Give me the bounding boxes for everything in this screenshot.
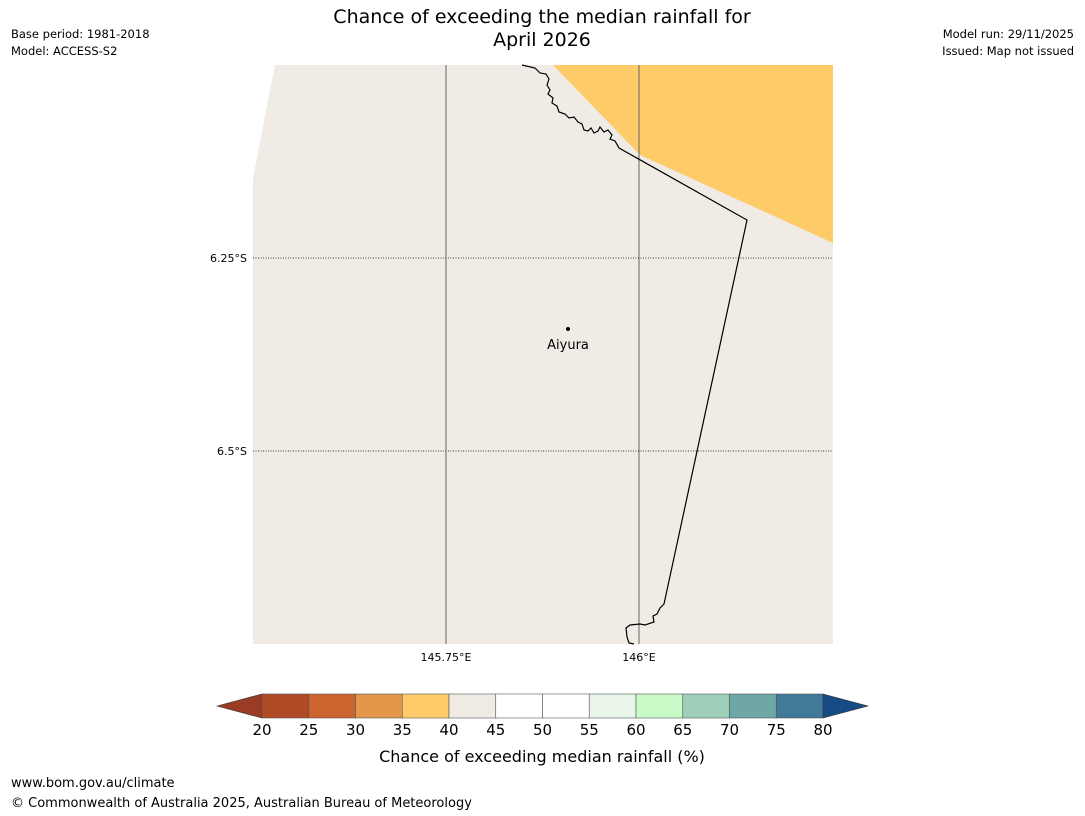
colorbar-tick-40: 40 [439,721,458,739]
colorbar-cell-45-50 [495,693,543,719]
colorbar-tick-20: 20 [252,721,271,739]
colorbar-tick-60: 60 [626,721,645,739]
lat-label-6-25: 6.25°S [210,252,247,265]
colorbar-cell-70-75 [729,693,777,719]
colorbar-label: Chance of exceeding median rainfall (%) [379,747,705,766]
colorbar-tick-65: 65 [673,721,692,739]
colorbar-extend-high [822,693,870,719]
title-line-1: Chance of exceeding the median rainfall … [333,6,751,28]
lon-label-145-75: 145.75°E [421,651,472,664]
colorbar-tick-70: 70 [720,721,739,739]
probability-band-35-40 [553,65,833,243]
aiyura-label: Aiyura [547,338,589,353]
land-area [253,65,833,644]
colorbar-cell-60-65 [635,693,684,719]
metadata-right: Model run: 29/11/2025 Issued: Map not is… [942,26,1074,60]
lon-label-146: 146°E [622,651,655,664]
colorbar-cell-75-80 [775,693,824,719]
footer: www.bom.gov.au/climate © Commonwealth of… [11,774,472,814]
colorbar-cell-55-60 [588,693,637,719]
footer-url: www.bom.gov.au/climate [11,776,175,791]
colorbar-tick-50: 50 [533,721,552,739]
colorbar-cell-65-70 [682,693,730,719]
border-line [521,64,748,645]
colorbar-cell-35-40 [401,693,450,719]
base-period: Base period: 1981-2018 [11,27,150,41]
title-line-2: April 2026 [493,29,591,51]
aiyura-marker [566,327,570,331]
colorbar-tick-75: 75 [767,721,786,739]
colorbar-tick-55: 55 [580,721,599,739]
colorbar-cell-20-25 [261,693,310,719]
map-title: Chance of exceeding the median rainfall … [242,6,842,52]
colorbar-cell-50-55 [542,693,590,719]
colorbar-tick-25: 25 [299,721,318,739]
colorbar-extend-low [215,693,263,719]
colorbar-tick-35: 35 [393,721,412,739]
colorbar-tick-45: 45 [486,721,505,739]
lat-label-6-5: 6.5°S [217,445,247,458]
colorbar-tick-30: 30 [346,721,365,739]
colorbar-cell-40-45 [448,693,497,719]
model-run: Model run: 29/11/2025 [942,27,1074,41]
issued-status: Issued: Map not issued [942,44,1074,58]
colorbar-cell-30-35 [355,693,403,719]
colorbar: 20 25 30 35 40 45 50 55 60 65 70 75 80 [215,693,870,739]
footer-copyright: © Commonwealth of Australia 2025, Austra… [11,796,472,811]
colorbar-tick-80: 80 [813,721,832,739]
metadata-left: Base period: 1981-2018 Model: ACCESS-S2 [11,26,150,60]
colorbar-cell-25-30 [308,693,356,719]
model-name: Model: ACCESS-S2 [11,44,118,58]
